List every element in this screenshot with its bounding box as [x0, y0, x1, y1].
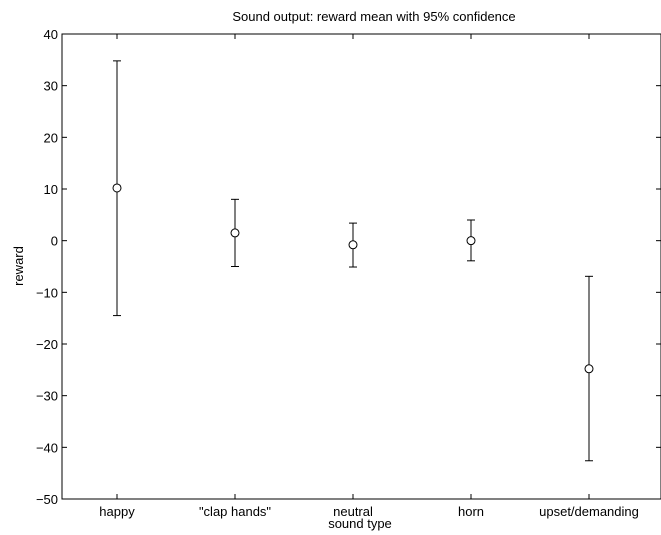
y-tick-label: −50	[36, 492, 58, 507]
error-bar-group	[112, 60, 122, 317]
x-axis-title: sound type	[328, 516, 392, 531]
mean-point	[230, 228, 240, 238]
x-tick-label: neutral	[333, 504, 373, 519]
mean-point	[348, 240, 358, 250]
y-tick-label: −20	[36, 337, 58, 352]
x-tick-label: horn	[458, 504, 484, 519]
x-tick-label: "clap hands"	[199, 504, 271, 519]
y-tick-label: −30	[36, 389, 58, 404]
error-bars	[112, 60, 594, 462]
x-tick-label: upset/demanding	[539, 504, 639, 519]
y-axis-ticks: 40 30 20 10 0 −10 −20 −30 −40 −50	[36, 27, 661, 507]
x-axis-ticks: happy "clap hands" neutral horn upset/demand…	[99, 34, 639, 519]
y-tick-label: 30	[44, 79, 58, 94]
chart-title: Sound output: reward mean with 95% confi…	[232, 9, 515, 24]
y-tick-label: 10	[44, 182, 58, 197]
mean-point	[112, 183, 122, 193]
error-bar-group	[348, 222, 358, 268]
mean-point	[584, 364, 594, 374]
y-axis-title: reward	[11, 246, 26, 286]
plot-area-frame	[61, 33, 661, 500]
mean-point	[466, 236, 476, 246]
y-tick-label: 20	[44, 130, 58, 145]
y-tick-label: −40	[36, 440, 58, 455]
y-tick-label: −10	[36, 285, 58, 300]
y-tick-label: 0	[51, 234, 58, 249]
error-bar-group	[466, 219, 476, 262]
y-tick-label: 40	[44, 27, 58, 42]
error-bar-group	[230, 198, 240, 267]
error-bar-group	[584, 275, 594, 462]
x-tick-label: happy	[99, 504, 135, 519]
